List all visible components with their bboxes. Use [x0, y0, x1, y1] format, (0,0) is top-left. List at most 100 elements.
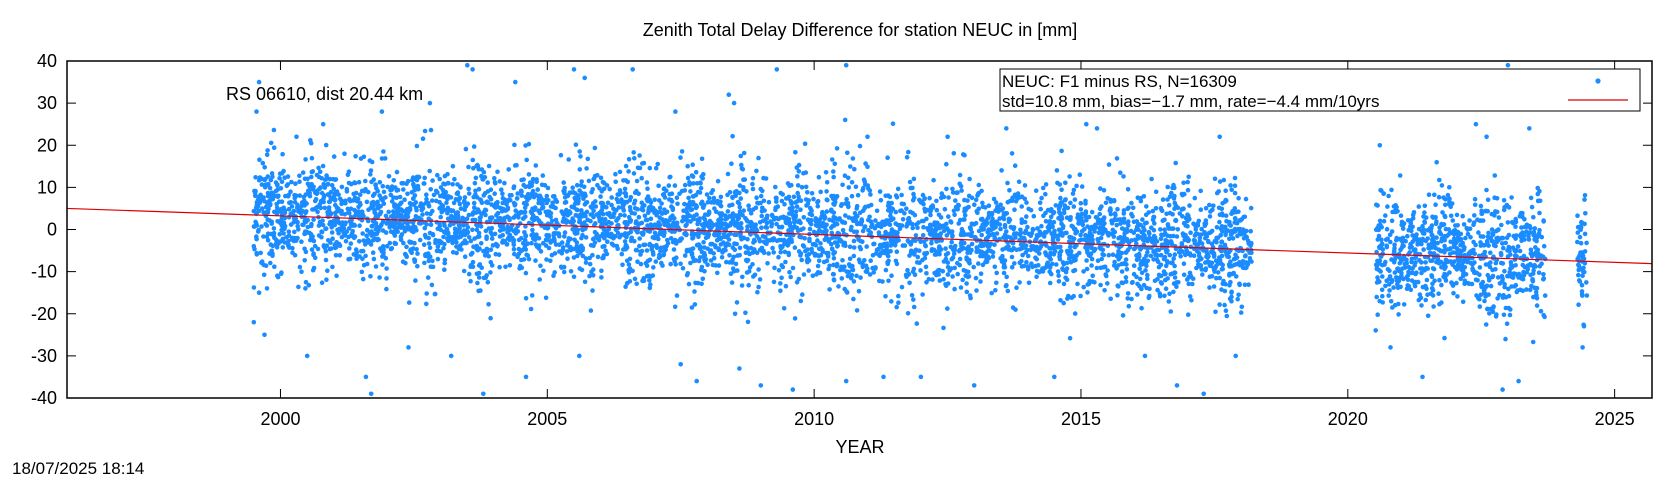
- data-point: [1077, 172, 1083, 177]
- data-point: [1024, 214, 1029, 219]
- data-point: [644, 248, 650, 253]
- data-point: [784, 220, 789, 226]
- data-point: [798, 207, 803, 212]
- data-point: [941, 277, 946, 282]
- data-point: [534, 177, 539, 182]
- data-point: [839, 202, 845, 207]
- data-point: [741, 177, 746, 182]
- data-point: [1219, 253, 1225, 259]
- data-point: [888, 213, 893, 219]
- data-point: [498, 215, 503, 221]
- data-point: [1056, 206, 1062, 211]
- data-point: [645, 186, 650, 191]
- data-point: [894, 304, 899, 310]
- data-point: [941, 325, 946, 331]
- data-point: [731, 268, 737, 274]
- data-point: [300, 222, 305, 228]
- data-point: [309, 174, 314, 180]
- data-point: [1071, 187, 1077, 193]
- data-point: [316, 223, 322, 228]
- data-point: [562, 185, 567, 191]
- data-point: [974, 249, 979, 255]
- data-point: [701, 253, 707, 259]
- data-point: [1034, 233, 1040, 238]
- data-point: [1219, 239, 1224, 245]
- data-point: [476, 275, 482, 280]
- data-point: [768, 238, 773, 243]
- data-point: [685, 175, 691, 181]
- data-point: [632, 205, 638, 211]
- data-point: [546, 209, 552, 215]
- data-point: [358, 202, 363, 208]
- data-point: [1044, 243, 1049, 248]
- data-point: [623, 193, 629, 199]
- data-point: [1513, 224, 1518, 229]
- data-point: [834, 146, 840, 151]
- data-point: [1033, 188, 1039, 193]
- data-point: [886, 278, 891, 284]
- data-point: [468, 264, 474, 270]
- data-point: [281, 231, 286, 236]
- data-point: [291, 236, 297, 242]
- data-point: [475, 162, 480, 168]
- data-point: [997, 216, 1002, 221]
- data-point: [708, 241, 714, 247]
- data-point: [993, 200, 999, 205]
- data-point: [501, 206, 506, 212]
- data-point: [331, 186, 337, 192]
- data-point: [1171, 196, 1177, 201]
- data-point: [877, 189, 883, 194]
- data-point: [373, 264, 379, 269]
- data-point: [851, 279, 857, 284]
- data-point: [559, 240, 565, 245]
- data-point: [324, 243, 330, 248]
- data-point: [846, 185, 852, 190]
- data-point: [1186, 281, 1191, 287]
- data-point: [344, 189, 350, 194]
- data-point: [904, 206, 909, 211]
- data-point: [951, 151, 957, 156]
- data-point: [628, 194, 634, 200]
- data-point: [697, 255, 703, 260]
- data-point: [608, 231, 614, 237]
- data-point: [1121, 174, 1126, 179]
- data-point: [952, 265, 957, 271]
- data-point: [364, 233, 370, 238]
- data-point: [709, 200, 714, 205]
- data-point: [1140, 217, 1145, 222]
- data-point: [427, 230, 433, 236]
- data-point: [312, 255, 318, 260]
- data-point: [323, 142, 329, 148]
- data-point: [388, 221, 394, 227]
- data-point: [334, 240, 339, 245]
- data-point: [296, 284, 301, 290]
- data-point: [962, 213, 968, 218]
- data-point: [455, 214, 461, 220]
- data-point: [798, 220, 803, 226]
- data-point: [333, 253, 339, 258]
- data-point: [1068, 249, 1074, 254]
- data-point: [424, 192, 429, 197]
- data-point: [579, 208, 584, 213]
- data-point: [1139, 286, 1144, 292]
- data-point: [1488, 250, 1493, 256]
- data-point: [1185, 218, 1190, 224]
- data-point: [426, 216, 432, 221]
- data-point: [682, 182, 688, 188]
- data-point: [272, 209, 277, 215]
- data-point: [688, 189, 693, 194]
- data-point: [905, 216, 911, 222]
- data-point: [649, 247, 654, 252]
- data-point: [1228, 232, 1234, 237]
- data-point: [421, 181, 427, 186]
- data-point: [686, 281, 692, 287]
- data-point: [1084, 266, 1090, 272]
- data-point: [756, 155, 761, 161]
- data-point: [557, 249, 562, 254]
- data-point: [1158, 227, 1163, 232]
- data-point: [1227, 236, 1232, 242]
- data-point: [361, 262, 367, 268]
- data-point: [1197, 235, 1203, 241]
- data-point: [545, 185, 551, 191]
- data-point: [584, 166, 589, 171]
